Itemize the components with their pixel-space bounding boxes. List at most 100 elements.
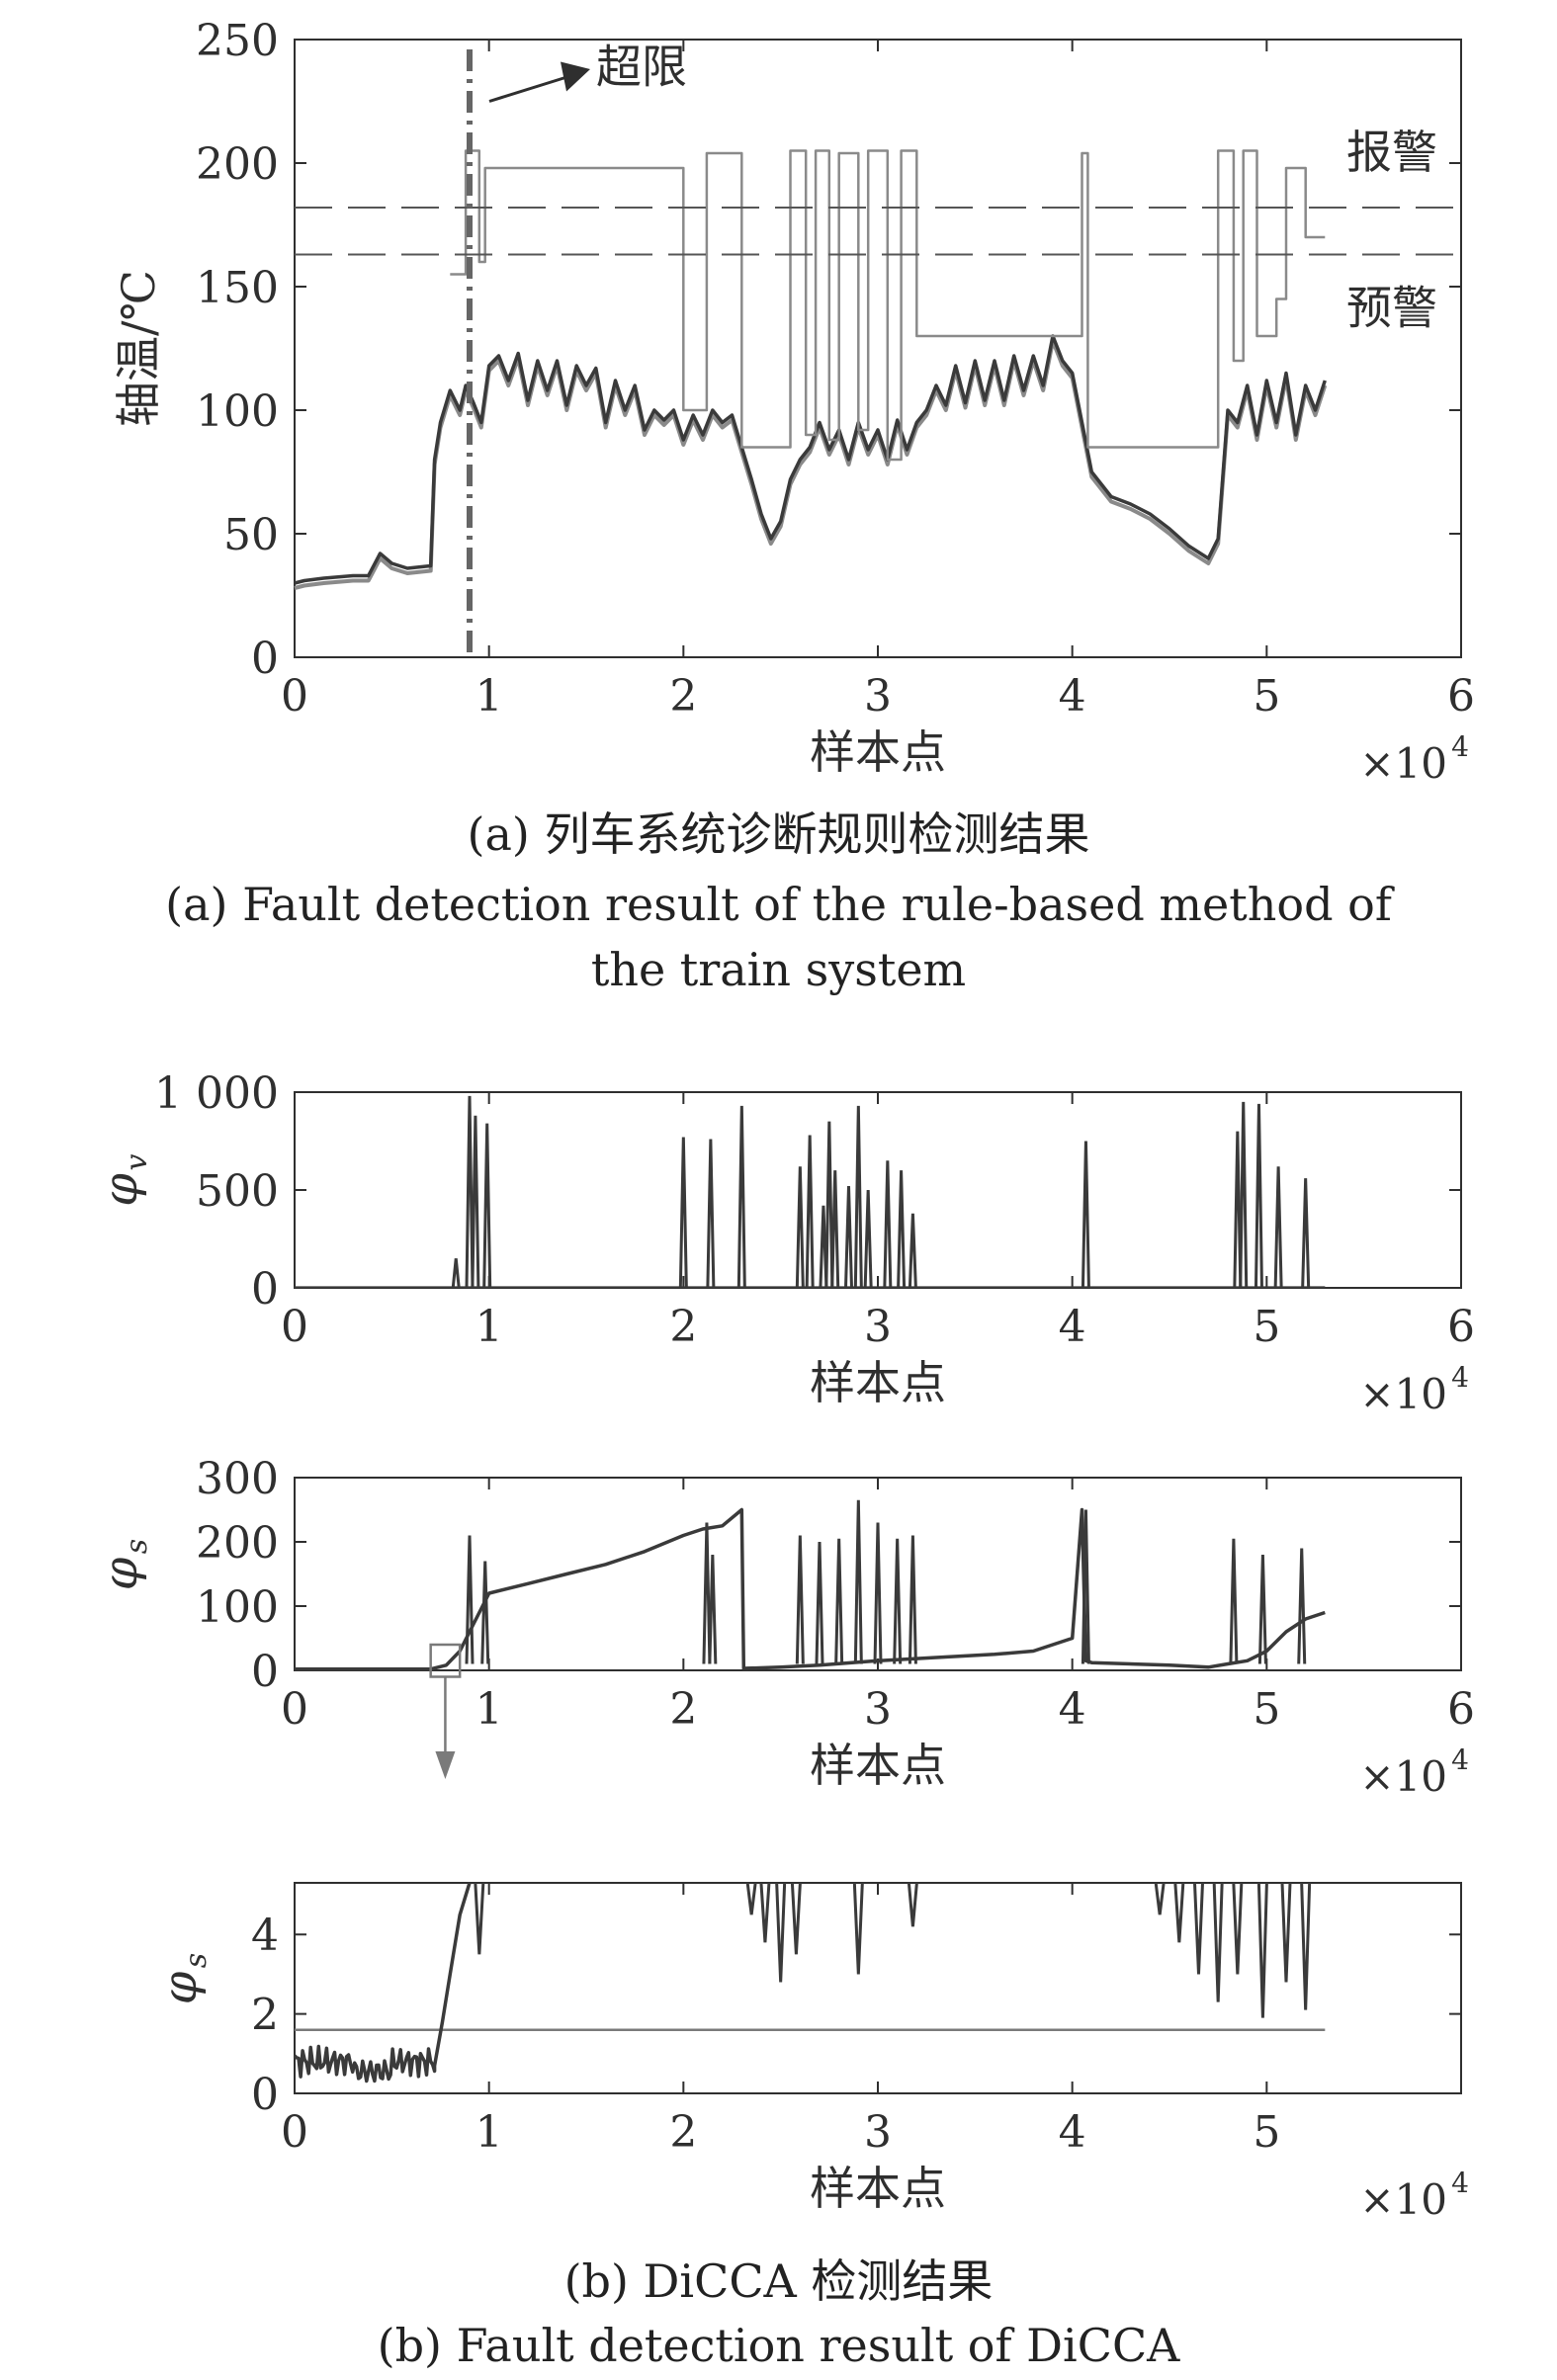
panel-a-ytick-label: 0 xyxy=(251,634,279,684)
panel-b2-zoom-box xyxy=(429,1643,462,1678)
panel-a-temp-line xyxy=(294,334,1327,585)
panel-b2-spike xyxy=(873,1522,883,1664)
panel-b3-dip xyxy=(759,1882,771,1943)
panel-b1-spike xyxy=(678,1137,688,1289)
panel-b1-spike xyxy=(1239,1101,1249,1289)
panel-b3-dip xyxy=(1212,1882,1224,2002)
panel-a-xtick-label: 6 xyxy=(1447,671,1475,722)
panel-b2-line xyxy=(295,1507,1326,1671)
panel-b1-xtick-label: 4 xyxy=(1059,1302,1086,1352)
panel-b2-spike xyxy=(893,1538,903,1664)
panel-b3-line xyxy=(293,1882,472,2083)
panel-b3-ytick-label: 0 xyxy=(251,2070,279,2120)
panel-b1-xtick-label: 6 xyxy=(1447,1302,1475,1352)
panel-b2-spike xyxy=(853,1499,863,1664)
caption-a-en-line2: the train system xyxy=(590,943,967,996)
panel-b1-spike xyxy=(465,1095,475,1289)
panel-b1-xtick-label: 1 xyxy=(476,1302,503,1352)
panel-b1-spike xyxy=(1273,1166,1283,1289)
panel-a-xtick-label: 1 xyxy=(476,671,503,722)
panel-b3-frame xyxy=(294,1882,1462,2094)
panel-a-warning-label: 预警 xyxy=(1346,282,1437,335)
panel-b2-spike xyxy=(1081,1509,1090,1664)
panel-b1-spike xyxy=(908,1213,917,1289)
panel-b2-spike xyxy=(480,1561,490,1664)
panel-b2-spike xyxy=(908,1535,917,1664)
panel-b1-spike xyxy=(805,1135,815,1289)
panel-b3-dip xyxy=(1173,1882,1185,1943)
panel-a-xtick-label: 3 xyxy=(864,671,892,722)
panel-a-xtick-label: 0 xyxy=(281,671,308,722)
panel-b3-dip xyxy=(852,1882,864,1975)
panel-b1-ytick-label: 1 000 xyxy=(154,1068,279,1119)
panel-b1-xlabel: 样本点 xyxy=(810,1356,946,1409)
panel-b2-x-multiplier: ×10 xyxy=(1359,1752,1447,1801)
panel-b2-ytick-label: 0 xyxy=(251,1647,279,1697)
panel-b2-spike xyxy=(1257,1554,1267,1664)
panel-b3-dip xyxy=(775,1882,787,1983)
panel-b3-xtick-label: 1 xyxy=(476,2107,503,2158)
panel-b2-spike xyxy=(1297,1548,1307,1664)
panel-a-alarm-label: 报警 xyxy=(1346,126,1437,179)
panel-b2-ylabel-sub: s xyxy=(120,1539,154,1554)
panel-b2-spike xyxy=(815,1541,824,1664)
panel-b1-xtick-label: 3 xyxy=(864,1302,892,1352)
panel-b2-spike xyxy=(834,1538,844,1664)
panel-b3-dip xyxy=(1300,1882,1312,2010)
panel-b1-x-multiplier: ×10 xyxy=(1359,1370,1447,1418)
panel-b3-ytick-label: 2 xyxy=(251,1991,279,2041)
panel-b1-spike xyxy=(883,1160,893,1289)
panel-b3-dip xyxy=(1256,1882,1268,2018)
panel-b2-xlabel: 样本点 xyxy=(810,1739,946,1792)
panel-b1-spike xyxy=(897,1170,907,1289)
panel-b1-spike xyxy=(853,1105,863,1289)
panel-a-ytick-label: 150 xyxy=(196,263,279,313)
panel-b2-spike xyxy=(465,1535,475,1664)
panel-b3-ylabel-sub: s xyxy=(179,1953,214,1968)
panel-b3-dip xyxy=(745,1882,757,1915)
panel-b3-dip xyxy=(907,1882,918,1927)
panel-a-exceed-arrowhead xyxy=(561,61,590,92)
panel-b1-spike xyxy=(824,1121,834,1289)
panel-b3-dip xyxy=(1280,1882,1292,1983)
caption-b-en: (b) Fault detection result of DiCCA xyxy=(377,2319,1180,2372)
panel-a-ytick-label: 50 xyxy=(223,510,279,560)
panel-a-exceed-label: 超限 xyxy=(596,41,687,94)
panel-b2-ylabel: φ xyxy=(93,1557,148,1590)
panel-b1-spike xyxy=(830,1170,840,1289)
panel-a-ytick-label: 250 xyxy=(196,16,279,66)
panel-b3-xtick-label: 4 xyxy=(1059,2107,1086,2158)
panel-b1-ytick-label: 500 xyxy=(196,1166,279,1217)
panel-b3-xtick-label: 0 xyxy=(281,2107,308,2158)
panel-b2-xtick-label: 6 xyxy=(1447,1684,1475,1735)
panel-b3-xlabel: 样本点 xyxy=(810,2162,946,2215)
panel-b2-spike xyxy=(702,1522,712,1664)
panel-b1-spike xyxy=(795,1166,805,1289)
panel-b3-ytick-label: 4 xyxy=(251,1911,279,1961)
panel-a-temp-line-light xyxy=(294,339,1328,590)
panel-a-ytick-label: 200 xyxy=(196,139,279,190)
panel-a-x-multiplier: ×10 xyxy=(1359,739,1447,788)
panel-b1-spike xyxy=(844,1185,853,1289)
panel-b3-x-multiplier: ×10 xyxy=(1359,2175,1447,2224)
panel-b3-dip xyxy=(1232,1882,1244,1975)
panel-b1-ytick-label: 0 xyxy=(251,1264,279,1315)
panel-b1-spike xyxy=(1301,1178,1311,1289)
panel-a-xtick-label: 4 xyxy=(1059,671,1086,722)
panel-b2-xtick-label: 3 xyxy=(864,1684,892,1735)
panel-b2-ytick-label: 200 xyxy=(196,1518,279,1569)
panel-b3-ylabel: φ xyxy=(152,1971,208,2004)
panel-b1-spike xyxy=(1081,1141,1090,1289)
panel-b2-spike xyxy=(795,1535,805,1664)
panel-a-ylabel: 轴温/℃ xyxy=(112,270,165,427)
panel-a-xtick-label: 2 xyxy=(669,671,697,722)
panel-b1-spike xyxy=(1254,1103,1263,1289)
caption-a-en-line1: (a) Fault detection result of the rule-b… xyxy=(165,878,1392,931)
panel-b1-spike xyxy=(471,1115,480,1289)
panel-b3-dip xyxy=(790,1882,802,1955)
panel-b3-dip xyxy=(1154,1882,1166,1915)
panel-a-ytick-label: 100 xyxy=(196,386,279,437)
